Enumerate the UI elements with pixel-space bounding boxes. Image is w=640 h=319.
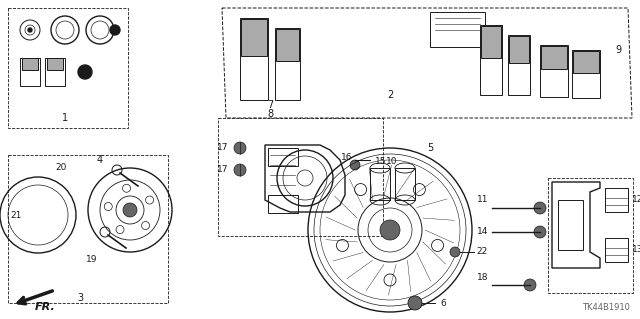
- Circle shape: [78, 65, 92, 79]
- Circle shape: [110, 25, 120, 35]
- Text: 10: 10: [387, 158, 397, 167]
- Bar: [395, 168, 415, 200]
- Text: 16: 16: [340, 153, 352, 162]
- Bar: [276, 29, 299, 61]
- Text: FR.: FR.: [35, 302, 56, 312]
- Bar: [268, 148, 298, 166]
- Bar: [540, 45, 568, 97]
- Text: 15: 15: [375, 158, 387, 167]
- Text: 6: 6: [440, 299, 445, 308]
- Circle shape: [123, 203, 137, 217]
- Circle shape: [234, 164, 246, 176]
- Text: 7: 7: [267, 100, 273, 110]
- Circle shape: [534, 202, 546, 214]
- Bar: [541, 46, 567, 70]
- Text: TK44B1910: TK44B1910: [582, 303, 630, 312]
- Bar: [241, 19, 267, 56]
- Bar: [480, 25, 502, 95]
- Text: 5: 5: [427, 143, 433, 153]
- Circle shape: [534, 226, 546, 238]
- Text: 14: 14: [477, 227, 488, 236]
- Text: 1: 1: [62, 113, 68, 123]
- Circle shape: [28, 28, 32, 32]
- Text: 13: 13: [632, 246, 640, 255]
- Circle shape: [524, 279, 536, 291]
- Bar: [275, 28, 300, 100]
- Text: 17: 17: [216, 166, 228, 174]
- Bar: [240, 18, 268, 100]
- Circle shape: [450, 247, 460, 257]
- Text: 21: 21: [10, 211, 21, 219]
- Circle shape: [408, 296, 422, 310]
- Text: 11: 11: [477, 196, 488, 204]
- Bar: [22, 58, 38, 70]
- Text: 17: 17: [216, 144, 228, 152]
- Bar: [481, 26, 501, 57]
- Bar: [572, 50, 600, 98]
- Text: 18: 18: [477, 273, 488, 283]
- Text: 8: 8: [267, 109, 273, 119]
- Bar: [45, 58, 65, 86]
- Text: 2: 2: [387, 90, 393, 100]
- Text: 20: 20: [55, 164, 67, 173]
- Text: 12: 12: [632, 196, 640, 204]
- Circle shape: [350, 160, 360, 170]
- Text: 3: 3: [77, 293, 83, 303]
- Bar: [430, 12, 485, 47]
- Text: 9: 9: [615, 45, 621, 55]
- Bar: [509, 36, 529, 63]
- Bar: [558, 200, 583, 250]
- Circle shape: [234, 142, 246, 154]
- Bar: [47, 58, 63, 70]
- Bar: [573, 51, 599, 73]
- Circle shape: [380, 220, 400, 240]
- Text: 19: 19: [86, 256, 98, 264]
- Text: 22: 22: [476, 248, 487, 256]
- Bar: [268, 195, 298, 213]
- Text: 4: 4: [97, 155, 103, 165]
- Bar: [20, 58, 40, 86]
- Bar: [370, 168, 390, 200]
- Bar: [508, 35, 530, 95]
